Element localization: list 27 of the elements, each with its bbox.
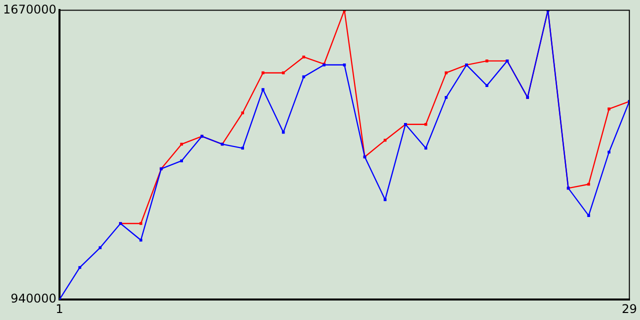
point bbox=[424, 146, 428, 150]
x-tick-label: 1 bbox=[56, 302, 64, 316]
point bbox=[282, 130, 285, 134]
point bbox=[384, 198, 387, 202]
point bbox=[485, 60, 488, 62]
point bbox=[241, 111, 244, 114]
point bbox=[180, 142, 183, 146]
point bbox=[384, 138, 387, 142]
x-tick-label: 29 bbox=[622, 302, 638, 316]
point bbox=[424, 122, 428, 126]
point bbox=[444, 71, 448, 74]
y-tick-label: 1670000 bbox=[2, 2, 56, 16]
y-tick-label: 940000 bbox=[10, 292, 56, 306]
point bbox=[139, 238, 142, 242]
point bbox=[302, 56, 306, 58]
point bbox=[485, 84, 488, 87]
point bbox=[342, 63, 346, 66]
point bbox=[444, 96, 448, 99]
point bbox=[262, 71, 264, 74]
point bbox=[587, 182, 590, 186]
point bbox=[587, 214, 590, 217]
point bbox=[241, 146, 244, 150]
point bbox=[98, 246, 102, 250]
point bbox=[78, 266, 82, 269]
point bbox=[282, 71, 285, 74]
point bbox=[180, 159, 183, 162]
point bbox=[139, 222, 142, 225]
